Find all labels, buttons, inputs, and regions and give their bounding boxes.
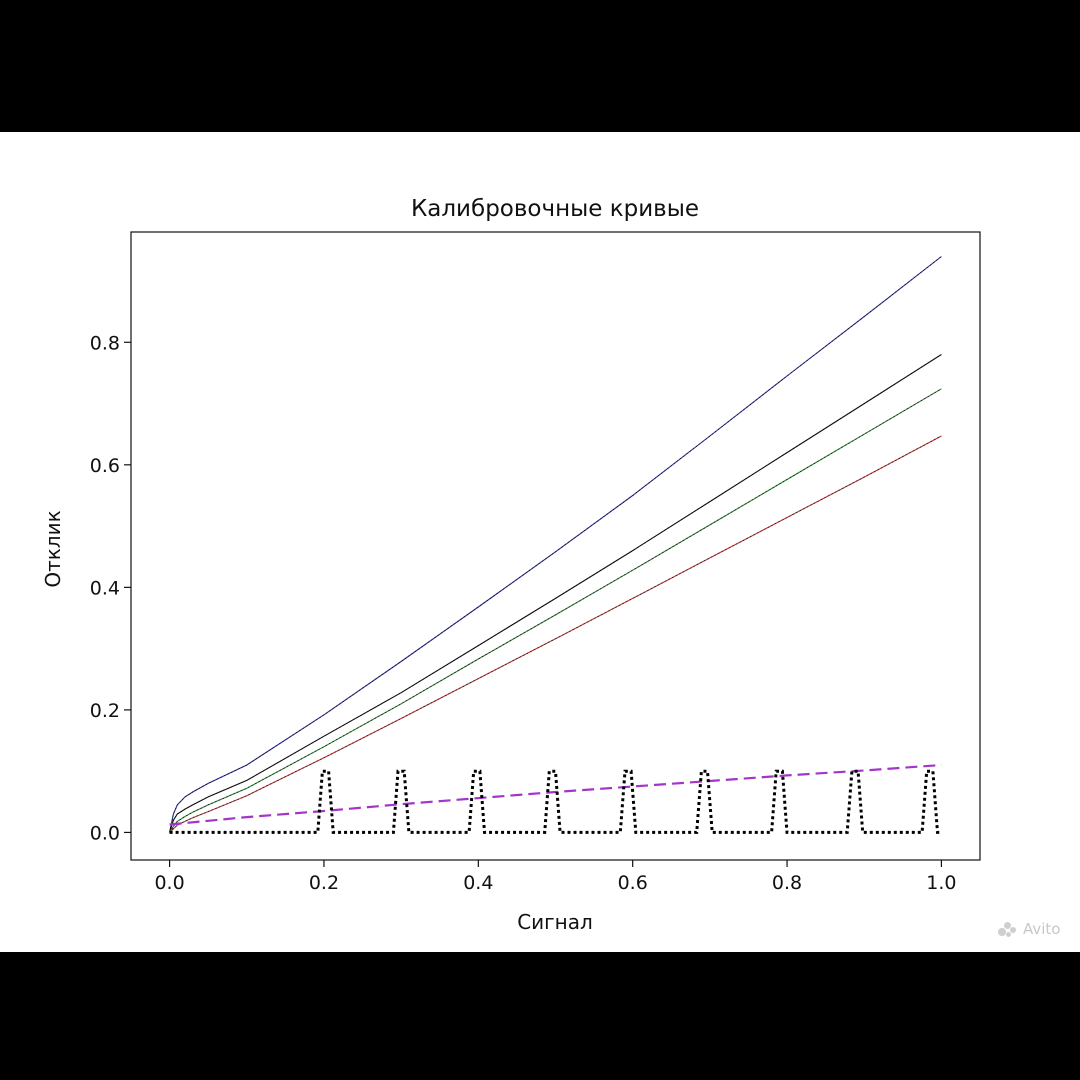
series-line-6 [169, 769, 942, 834]
avito-logo-icon [998, 921, 1020, 938]
watermark-text: Avito [1023, 920, 1061, 938]
plot-area [130, 231, 981, 861]
x-tick-label: 0.2 [309, 872, 339, 894]
series-line-3 [169, 388, 942, 833]
y-tick-label: 0.4 [90, 577, 120, 599]
x-axis-label: Сигнал [517, 910, 593, 934]
ticks-layer: 0.0 0.2 0.4 0.6 0.8 1.0 0.0 0.2 0.4 0.6 0.8 [90, 332, 957, 894]
series-line-1 [169, 256, 942, 833]
x-tick-label: 0.8 [772, 872, 802, 894]
x-tick-label: 0.4 [463, 872, 493, 894]
x-tick-label: 0.0 [154, 872, 184, 894]
series-line-2-dotted-overlay [169, 354, 942, 833]
series-line-3-dotted-overlay [169, 388, 942, 833]
avito-watermark: Avito [998, 920, 1061, 938]
y-tick-label: 0.2 [90, 700, 120, 722]
chart-title: Калибровочные кривые [411, 196, 699, 222]
y-axis-label: Отклик [41, 510, 65, 587]
calibration-chart: 0.0 0.2 0.4 0.6 0.8 1.0 0.0 0.2 0.4 0.6 0.8 Калибр… [41, 196, 981, 934]
x-tick-label: 0.6 [618, 872, 648, 894]
chart-frame: 0.0 0.2 0.4 0.6 0.8 1.0 0.0 0.2 0.4 0.6 0.8 Калибр… [0, 132, 1080, 952]
y-tick-label: 0.0 [90, 822, 120, 844]
y-tick-label: 0.8 [90, 332, 120, 354]
series-line-1-dotted-overlay [169, 256, 942, 833]
y-tick-label: 0.6 [90, 455, 120, 477]
series-line-2 [169, 354, 942, 833]
series-line-5 [169, 763, 942, 826]
x-tick-label: 1.0 [926, 872, 956, 894]
series-layer [169, 256, 942, 834]
